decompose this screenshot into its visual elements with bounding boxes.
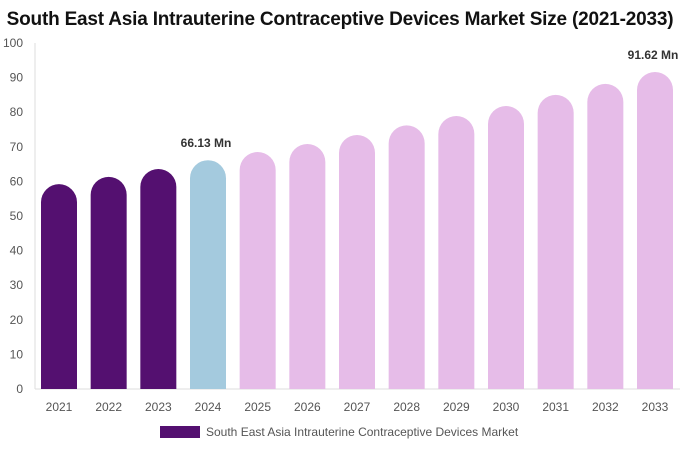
bar-2028: [388, 125, 425, 389]
x-tick-label: 2032: [592, 400, 619, 414]
y-tick-label: 100: [3, 36, 23, 50]
bar-2021: [41, 184, 77, 389]
bar-2025: [239, 152, 276, 389]
x-tick-label: 2025: [244, 400, 271, 414]
bar-2031: [537, 94, 574, 389]
legend-swatch: [160, 426, 200, 438]
bar-2022: [90, 176, 127, 389]
bar-2033: [637, 71, 673, 389]
x-tick-label: 2033: [642, 400, 669, 414]
bar-2030: [488, 105, 524, 390]
x-tick-label: 2023: [145, 400, 172, 414]
y-tick-label: 40: [10, 244, 24, 258]
x-tick-label: 2030: [493, 400, 520, 414]
legend: South East Asia Intrauterine Contracepti…: [160, 425, 518, 439]
x-tick-label: 2031: [542, 400, 569, 414]
x-tick-label: 2026: [294, 400, 321, 414]
data-label: 66.13 Mn: [181, 136, 232, 150]
data-label: 91.62 Mn: [628, 48, 679, 62]
x-tick-label: 2028: [393, 400, 420, 414]
y-tick-label: 30: [10, 278, 24, 292]
y-tick-label: 70: [10, 140, 24, 154]
bar-2027: [339, 135, 375, 389]
bar-2029: [438, 116, 475, 390]
x-tick-label: 2022: [95, 400, 122, 414]
bar-2032: [587, 83, 624, 389]
y-tick-label: 20: [10, 313, 24, 327]
y-tick-label: 10: [10, 347, 24, 361]
y-tick-label: 90: [10, 71, 24, 85]
chart-title: South East Asia Intrauterine Contracepti…: [6, 9, 674, 30]
x-tick-label: 2027: [344, 400, 371, 414]
bar-2023: [140, 168, 177, 389]
legend-label: South East Asia Intrauterine Contracepti…: [206, 425, 519, 439]
x-tick-label: 2024: [195, 400, 222, 414]
x-tick-label: 2029: [443, 400, 470, 414]
x-tick-label: 2021: [46, 400, 73, 414]
y-tick-label: 0: [16, 382, 23, 396]
bar-2026: [289, 144, 326, 389]
bar-2024: [190, 160, 226, 389]
y-tick-label: 80: [10, 105, 24, 119]
y-tick-label: 60: [10, 174, 24, 188]
y-tick-label: 50: [10, 209, 24, 223]
